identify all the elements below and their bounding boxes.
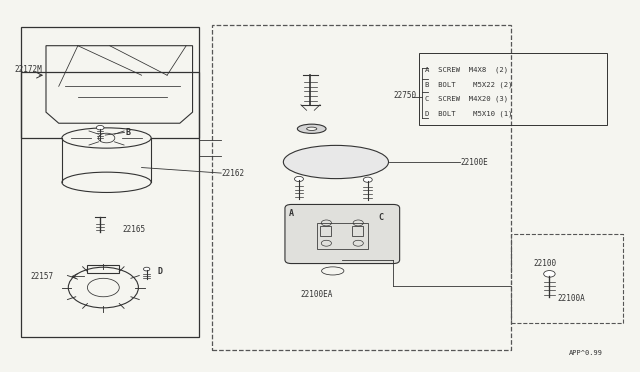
Text: C: C — [378, 213, 383, 222]
Text: APP^0.99: APP^0.99 — [568, 350, 602, 356]
Circle shape — [97, 125, 104, 130]
Text: 22100EA: 22100EA — [301, 291, 333, 299]
Text: 22100A: 22100A — [557, 294, 585, 303]
Text: B: B — [125, 128, 131, 137]
Ellipse shape — [284, 145, 388, 179]
Ellipse shape — [62, 128, 151, 148]
Bar — [511, 234, 623, 323]
Bar — [352, 225, 364, 236]
Text: 22162: 22162 — [221, 169, 244, 177]
Text: 22165: 22165 — [122, 225, 145, 234]
Circle shape — [543, 270, 555, 277]
Circle shape — [364, 177, 372, 182]
FancyBboxPatch shape — [285, 205, 399, 263]
Text: D  BOLT    M5X10 (1): D BOLT M5X10 (1) — [425, 111, 513, 117]
Text: B  BOLT    M5X22 (2): B BOLT M5X22 (2) — [425, 81, 513, 88]
Text: A: A — [289, 209, 294, 218]
Bar — [419, 53, 607, 125]
Text: C  SCREW  M4X20 (3): C SCREW M4X20 (3) — [425, 96, 508, 102]
Text: A  SCREW  M4X8  (2): A SCREW M4X8 (2) — [425, 67, 508, 73]
Bar — [212, 25, 511, 350]
Bar — [20, 27, 199, 138]
Ellipse shape — [307, 127, 317, 131]
Text: 22100: 22100 — [534, 259, 557, 268]
Circle shape — [294, 176, 303, 182]
Bar — [320, 225, 332, 236]
Bar — [317, 223, 368, 249]
Ellipse shape — [298, 124, 326, 134]
Text: 22100E: 22100E — [460, 157, 488, 167]
Text: 22172M: 22172M — [14, 65, 42, 74]
Circle shape — [143, 267, 150, 271]
Text: D: D — [157, 267, 163, 276]
Text: 22750: 22750 — [394, 91, 417, 100]
Text: 22157: 22157 — [30, 272, 53, 281]
Bar — [20, 71, 199, 337]
